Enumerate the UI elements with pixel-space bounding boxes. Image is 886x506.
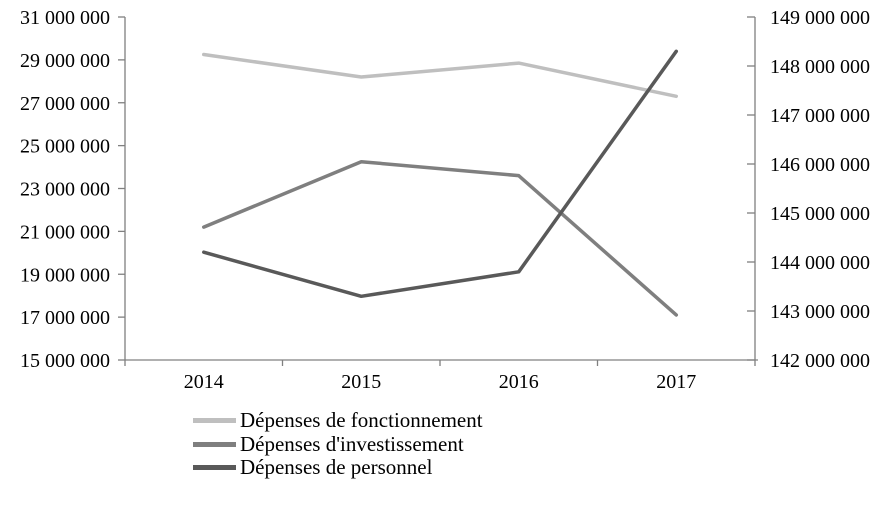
left-axis-tick-label: 23 000 000 <box>20 179 110 201</box>
left-axis-tick-label: 31 000 000 <box>20 7 110 29</box>
right-axis-tick-label: 148 000 000 <box>770 56 870 78</box>
legend-item-personnel: Dépenses de personnel <box>193 455 483 480</box>
legend-item-investissement: Dépenses d'investissement <box>193 431 483 457</box>
x-axis-category-label: 2014 <box>184 371 224 393</box>
left-axis-tick-label: 25 000 000 <box>20 136 110 158</box>
legend-swatch-personnel <box>193 465 236 471</box>
right-axis-tick-label: 142 000 000 <box>770 350 870 372</box>
x-axis-category-label: 2016 <box>499 371 539 393</box>
left-axis-tick-label: 17 000 000 <box>20 307 110 329</box>
legend-label-fonctionnement: Dépenses de fonctionnement <box>240 408 483 433</box>
legend-swatch-investissement <box>193 441 236 447</box>
x-axis-category-label: 2015 <box>341 371 381 393</box>
right-axis-tick-label: 145 000 000 <box>770 203 870 225</box>
legend-swatch-fonctionnement <box>193 418 236 424</box>
legend-label-investissement: Dépenses d'investissement <box>240 431 464 456</box>
left-axis-tick-label: 15 000 000 <box>20 350 110 372</box>
right-axis-tick-label: 144 000 000 <box>770 252 870 274</box>
x-axis-category-label: 2017 <box>656 371 696 393</box>
series-line- <box>202 159 678 317</box>
chart-legend: Dépenses de fonctionnement Dépenses d'in… <box>193 408 483 480</box>
left-axis-tick-label: 29 000 000 <box>20 50 110 72</box>
left-axis-tick-label: 27 000 000 <box>20 93 110 115</box>
left-axis-tick-label: 19 000 000 <box>20 264 110 286</box>
series-line-personnel <box>202 49 678 299</box>
right-axis-tick-label: 146 000 000 <box>770 154 870 176</box>
right-axis-tick-label: 149 000 000 <box>770 7 870 29</box>
series-layer <box>202 49 678 317</box>
axes-layer: 15 000 000 17 000 000 19 000 000 21 000 000… <box>20 7 870 393</box>
legend-item-fonctionnement: Dépenses de fonctionnement <box>193 408 483 433</box>
left-axis-tick-label: 21 000 000 <box>20 221 110 243</box>
right-axis-tick-label: 147 000 000 <box>770 105 870 127</box>
legend-label-personnel: Dépenses de personnel <box>240 455 433 480</box>
series-line- <box>202 52 678 99</box>
right-axis-tick-label: 143 000 000 <box>770 301 870 323</box>
